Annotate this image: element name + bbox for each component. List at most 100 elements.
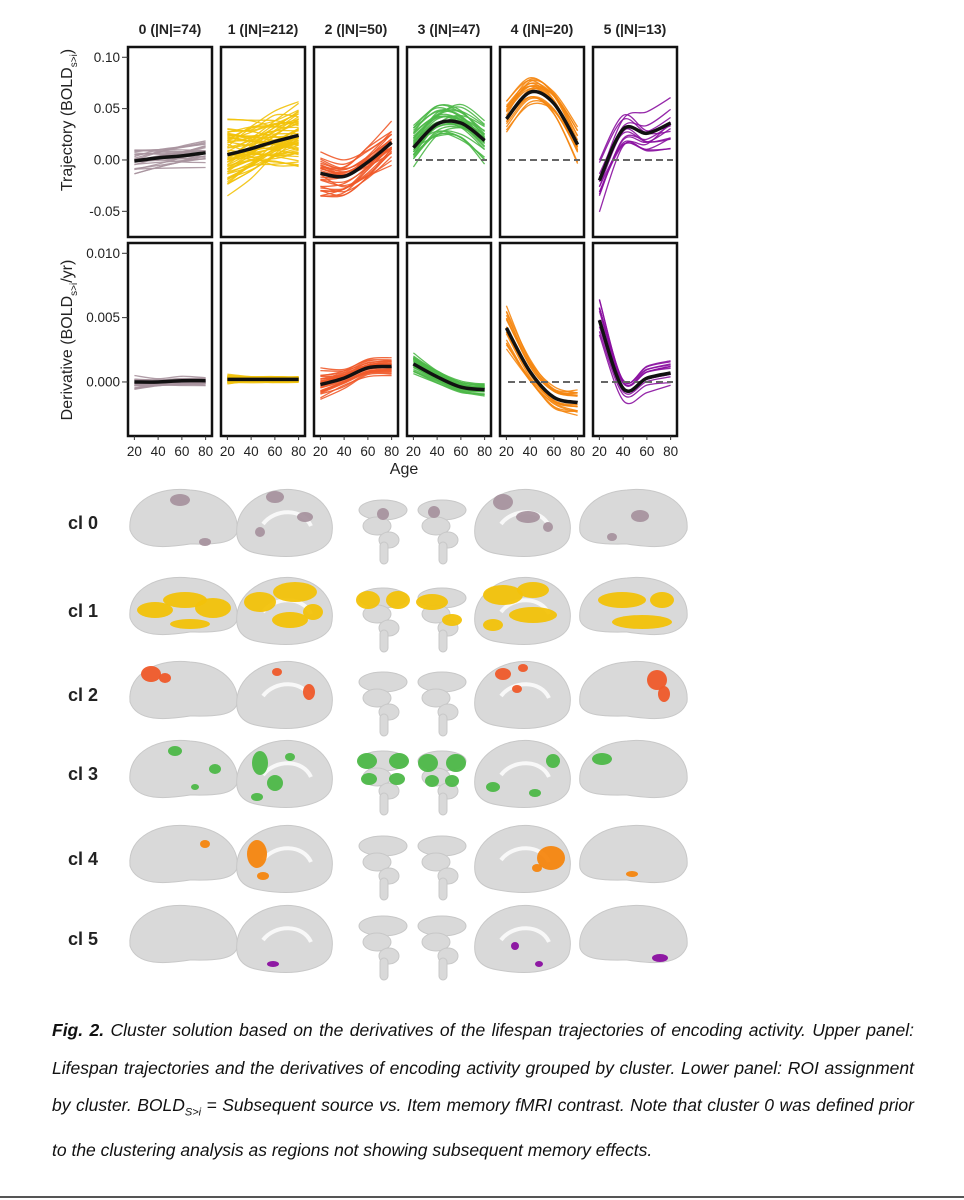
brain-row-0 <box>129 488 688 565</box>
subcortical-mid <box>362 852 392 872</box>
roi-patch <box>209 764 221 774</box>
roi-patch <box>199 538 211 546</box>
brain-view-4 <box>474 824 571 893</box>
subcortical-mid <box>362 516 392 536</box>
roi-patch <box>170 619 210 629</box>
roi-patch <box>446 754 466 772</box>
x-axis-label: Age <box>390 461 419 478</box>
roi-patch <box>272 612 308 628</box>
brain-view-5 <box>579 576 688 636</box>
trajectory-mean-line-3 <box>412 119 486 149</box>
derivative-y-tick-label: 0.010 <box>86 246 120 261</box>
brain-view-5 <box>579 660 688 720</box>
caption-body: Cluster solution based on the derivative… <box>52 1020 914 1115</box>
trajectory-y-label-sub: s>i <box>69 54 80 67</box>
brain-callosum <box>261 926 313 944</box>
subcortical-mid <box>421 932 451 952</box>
brain-outline <box>129 824 238 884</box>
brain-view-1 <box>236 904 333 973</box>
roi-patch <box>516 511 540 523</box>
x-tick-label: 40 <box>337 444 352 459</box>
derivative-panel-3 <box>405 241 493 438</box>
brain-view-5 <box>579 904 688 964</box>
brain-view-1 <box>236 576 333 645</box>
brain-outline <box>129 739 238 799</box>
roi-patch <box>163 592 207 608</box>
subcortical-mid <box>362 932 392 952</box>
x-tick-label: 20 <box>406 444 421 459</box>
brain-view-2 <box>358 915 408 981</box>
trajectory-lines-3 <box>412 103 486 168</box>
brain-outline <box>236 739 333 808</box>
brain-row-1 <box>129 576 688 653</box>
brainstem <box>379 713 389 737</box>
x-tick-label: 40 <box>430 444 445 459</box>
roi-patch <box>141 666 161 682</box>
brain-row-5 <box>129 904 688 981</box>
caption-tail: = Subsequent source vs. Item memory fMRI… <box>52 1095 914 1160</box>
trajectory-individual-line <box>227 161 299 173</box>
roi-patch <box>257 872 269 880</box>
roi-patch <box>297 512 313 522</box>
trajectory-lines-5 <box>598 97 672 213</box>
derivative-individual-line <box>413 356 485 387</box>
roi-patch <box>517 582 549 598</box>
brain-view-4 <box>474 488 571 557</box>
x-tick-label: 80 <box>198 444 213 459</box>
brainstem <box>438 541 448 565</box>
trajectory-y-tick-label: -0.05 <box>89 204 120 219</box>
brain-view-4 <box>474 904 571 973</box>
x-tick-label: 60 <box>267 444 282 459</box>
figure-caption: Fig. 2. Cluster solution based on the de… <box>52 1012 914 1170</box>
brain-row-label-1: cl 1 <box>68 601 98 621</box>
panel-title-2: 2 (|N|=50) <box>325 21 388 37</box>
roi-patch <box>537 846 565 870</box>
subcortical-mid <box>362 688 392 708</box>
x-tick-label: 20 <box>313 444 328 459</box>
roi-patch <box>532 864 542 872</box>
trajectory-individual-line <box>227 102 299 153</box>
trajectory-panel-0 <box>126 45 214 239</box>
roi-patch <box>244 592 276 612</box>
roi-patch <box>445 775 459 787</box>
panel-title-0: 0 (|N|=74) <box>139 21 202 37</box>
brain-outline <box>579 660 688 720</box>
trajectory-individual-line <box>505 79 579 128</box>
brain-view-0 <box>129 904 238 964</box>
derivative-individual-line <box>134 382 206 389</box>
roi-patch <box>442 614 462 626</box>
trajectory-individual-line <box>134 166 206 170</box>
derivative-individual-line <box>413 352 485 385</box>
roi-patch <box>546 754 560 768</box>
derivative-frame-3 <box>405 241 493 438</box>
derivative-mean-line-3 <box>412 362 485 392</box>
brain-view-0 <box>129 824 238 884</box>
trajectory-individual-line <box>412 103 485 142</box>
brain-callosum <box>499 761 551 779</box>
trajectory-mean-line-0 <box>134 151 206 163</box>
roi-patch <box>357 753 377 769</box>
derivative-y-label-sub: s>i <box>69 283 80 296</box>
roi-patch <box>386 591 410 609</box>
brainstem <box>438 792 448 816</box>
trajectory-mean-line-1 <box>226 133 300 157</box>
derivative-individual-line <box>598 299 671 384</box>
brain-view-3 <box>417 835 467 901</box>
roi-patch <box>303 684 315 700</box>
derivative-individual-line <box>598 308 671 387</box>
derivative-individual-line <box>505 318 578 396</box>
brain-outline <box>474 824 571 893</box>
brain-callosum <box>499 682 551 700</box>
trajectory-y-label-end: ) <box>59 49 76 54</box>
trajectory-panel-1 <box>219 45 307 239</box>
derivative-y-label-end: /yr) <box>59 260 76 283</box>
derivative-individual-line <box>320 371 392 394</box>
brain-view-3 <box>416 587 467 653</box>
roi-patch <box>377 508 389 520</box>
panel-title-1: 1 (|N|=212) <box>228 21 298 37</box>
x-tick-label: 20 <box>127 444 142 459</box>
trajectory-individual-line <box>598 140 671 193</box>
brainstem <box>379 792 389 816</box>
derivative-panel-5 <box>591 241 679 438</box>
derivative-y-label-main: Derivative (BOLD <box>59 296 76 420</box>
